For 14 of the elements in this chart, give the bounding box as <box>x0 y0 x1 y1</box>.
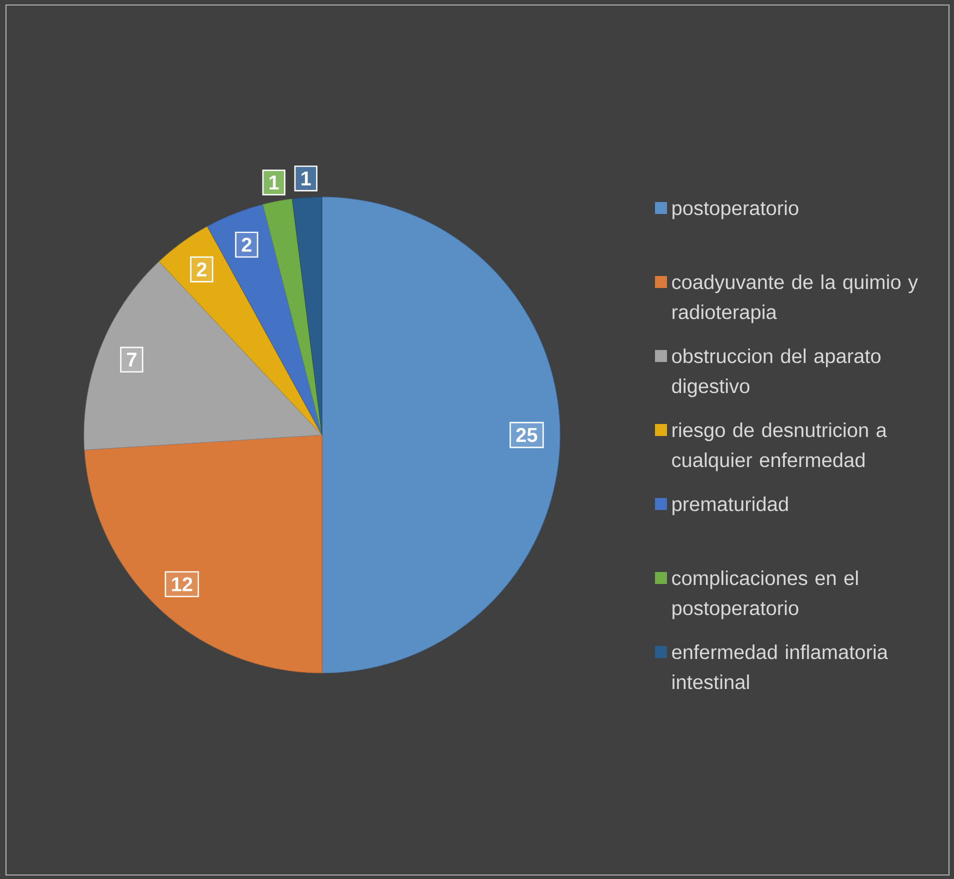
legend-label: enfermedad inflamatoria intestinal <box>672 644 888 690</box>
data-label: 2 <box>242 238 252 252</box>
data-label: 2 <box>196 262 206 276</box>
data-label: 12 <box>172 577 192 592</box>
data-label: 1 <box>270 176 279 190</box>
legend-label: riesgo de desnutricion a cualquier enfermedad <box>672 422 887 472</box>
legend-label: obstruccion del aparato digestivo <box>672 348 881 398</box>
legend-label: postoperatorio <box>672 200 798 220</box>
legend-label: prematuridad <box>672 496 788 516</box>
data-label: 7 <box>126 352 136 367</box>
legend-label: complicaciones en el postoperatorio <box>672 570 858 620</box>
data-label: 25 <box>516 428 538 442</box>
legend-label: coadyuvante de la quimio y radioterapia <box>672 274 918 324</box>
data-label: 1 <box>302 172 311 186</box>
